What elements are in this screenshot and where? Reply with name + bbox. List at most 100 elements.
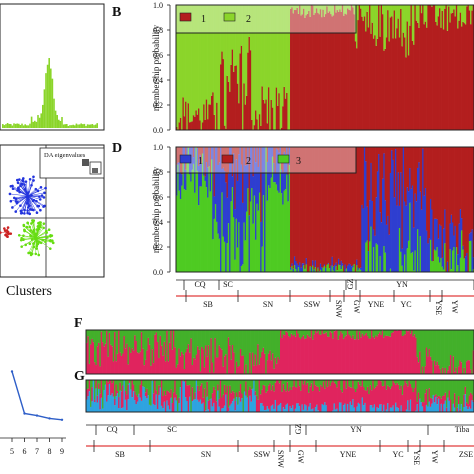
D-bars-segment [471,229,474,272]
D-bars-segment [274,173,277,183]
B-bars-segment [249,5,252,51]
D-bars-segment [264,147,266,272]
scatter-cluster-1-spoke [27,195,38,207]
B-bars-segment [345,14,348,131]
F-bars-segment [237,330,239,368]
G-bars-segment [102,380,104,409]
D-bars-segment [227,173,230,224]
scatter-cluster-1-spoke [15,195,29,202]
G-bars-segment [344,380,346,404]
F-bars-segment [167,361,170,374]
F-bars-segment [253,365,255,374]
G-bars-segment [126,380,128,395]
histogram-bar [72,124,74,128]
G-bars-segment [227,407,230,412]
D-bars-segment [339,265,341,272]
D-bars-segment [414,250,417,272]
D-bars-segment [361,147,363,205]
B-bars-segment [274,5,277,130]
B-bars-segment [187,5,190,104]
B-bars-segment [391,16,393,131]
scatter-cluster-1-spoke [27,188,36,197]
G-bars-segment [409,380,412,384]
B-bars-segment [293,5,296,11]
D-bars-segment [218,147,221,163]
G-bars-segment [150,405,152,412]
scatter-cluster-1-spoke [18,187,29,197]
G-bars-segment [90,380,92,407]
F-bars-segment [352,335,354,374]
G-bars-segment [469,392,472,409]
B-bars-segment [411,5,414,41]
scatter-cluster-3-point [5,234,9,238]
D-bars-segment [461,147,463,219]
G-bars-segment [211,393,214,407]
F-bars-segment [168,330,171,343]
B-bars-segment [223,5,226,126]
F-bars-segment [292,330,294,336]
D-bars-segment [426,147,428,231]
G-bars-segment [397,380,400,385]
F-bars-segment [328,336,330,374]
G-bars-segment [405,380,408,384]
F-bars-segment [127,330,130,365]
F-bars-segment [191,364,194,374]
scatter-points [0,175,55,257]
D-bars-segment [284,189,287,272]
D-bars-segment [366,147,369,207]
F-bars-segment [321,330,324,374]
D-bars-segment [244,240,247,272]
B-bars-segment [207,119,209,130]
D-bars-segment [437,147,440,239]
G-bars-segment [431,380,433,399]
G-bars-segment [345,388,348,412]
G-bars-segment [156,408,159,412]
F-bars-segment [372,336,375,374]
G-bars-segment [102,408,104,412]
F-bars-segment [278,359,281,374]
F-bars-segment [356,330,358,374]
G-bars-segment [199,380,202,386]
G-bars-segment [288,380,290,392]
D-bars-segment [216,147,218,222]
D-bars-segment [178,162,181,191]
F-bars-segment [112,330,115,362]
G-bars-segment [275,380,278,412]
B-bars-segment [427,5,430,130]
F-bars-segment [348,330,350,335]
D-bars-segment [244,165,247,241]
G-bars-segment [261,389,263,404]
F-bars-segment [300,339,302,374]
F-bars-segment [222,330,225,367]
scatter-cluster-2-spoke [35,237,51,249]
B-bars-segment [261,86,264,130]
D-bars-segment [295,268,297,272]
scatter-cluster-1-point [21,179,25,183]
G-bars-segment [405,383,408,410]
B-bars-segment [247,52,249,130]
D-bars-segment [196,148,199,171]
F-bars-segment [436,361,439,374]
D-bars-segment [457,265,459,272]
F-bars-segment [171,330,174,350]
histogram-bar [64,124,66,128]
D-bars-segment [182,155,185,272]
D-bars-segment [332,266,335,271]
scatter-cluster-2-point [35,244,39,248]
D-bars-segment [345,147,348,269]
B-bars-segment [337,11,340,131]
F-bars-segment [139,351,142,374]
D-bars-segment [340,269,343,272]
G-bars-segment [320,385,322,412]
B-bars-segment [459,5,462,13]
B-bars-segment [305,5,308,16]
G-bars-segment [423,380,425,403]
B-bars-segment [448,5,450,7]
B-bars-segment [328,5,331,12]
D-bars-segment [467,147,470,272]
scatter-cluster-2-point [30,222,33,225]
G-bars-segment [267,385,270,409]
G-bars-segment [120,391,123,409]
B-bars-segment [348,9,350,131]
D-bars-segment [354,147,357,272]
